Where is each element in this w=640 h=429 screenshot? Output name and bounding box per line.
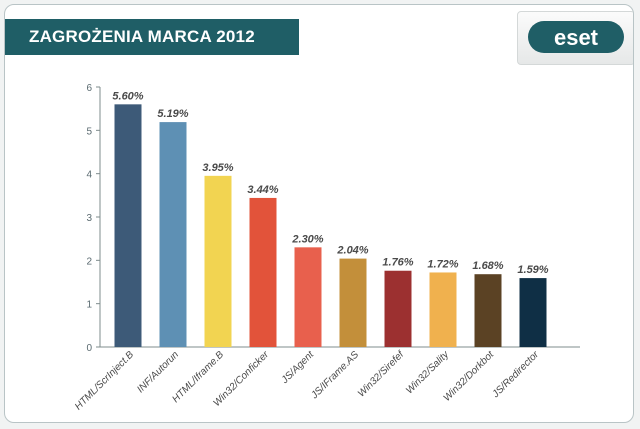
bar: [294, 247, 322, 347]
x-tick-label: HTML/ScrInject.B: [73, 349, 136, 412]
bar: [159, 122, 187, 347]
bar: [384, 270, 412, 347]
bar: [474, 274, 502, 347]
y-tick-label: 5: [86, 126, 92, 137]
x-tick-label: JS/Redirector: [490, 349, 542, 401]
eset-logo-mark: eset: [528, 21, 624, 53]
data-label: 3.95%: [202, 162, 233, 174]
data-label: 1.68%: [472, 260, 503, 272]
bar: [249, 197, 277, 347]
y-tick-label: 0: [86, 343, 92, 354]
bar: [339, 258, 367, 347]
chart-title: ZAGROŻENIA MARCA 2012: [5, 19, 299, 55]
x-tick-label: Win32/Sality: [404, 349, 452, 397]
x-tick-label: JS/Agent: [279, 348, 317, 386]
eset-logo: eset: [517, 11, 633, 65]
data-label: 3.44%: [247, 184, 278, 196]
bar: [204, 175, 232, 347]
y-tick-label: 3: [86, 213, 92, 224]
x-tick-label: Win32/Sirefef: [356, 348, 407, 399]
chart-frame: ZAGROŻENIA MARCA 2012 eset: [4, 4, 634, 423]
x-tick-label: INF/Autorun: [135, 349, 181, 395]
data-label: 2.04%: [336, 245, 368, 257]
bar: [429, 272, 457, 347]
data-label: 1.76%: [382, 257, 413, 269]
bar: [519, 278, 547, 347]
y-tick-label: 6: [86, 83, 92, 94]
y-tick-label: 1: [86, 300, 92, 311]
y-tick-label: 4: [86, 170, 92, 181]
eset-logo-text: eset: [554, 25, 599, 50]
data-label: 5.60%: [112, 90, 143, 102]
y-tick-label: 2: [86, 256, 92, 267]
bar: [114, 104, 142, 347]
data-label: 2.30%: [291, 233, 323, 245]
data-label: 1.59%: [517, 264, 548, 276]
x-tick-label: JS/IFrame.AS: [309, 349, 362, 402]
data-label: 1.72%: [427, 258, 458, 270]
data-label: 5.19%: [157, 108, 188, 120]
